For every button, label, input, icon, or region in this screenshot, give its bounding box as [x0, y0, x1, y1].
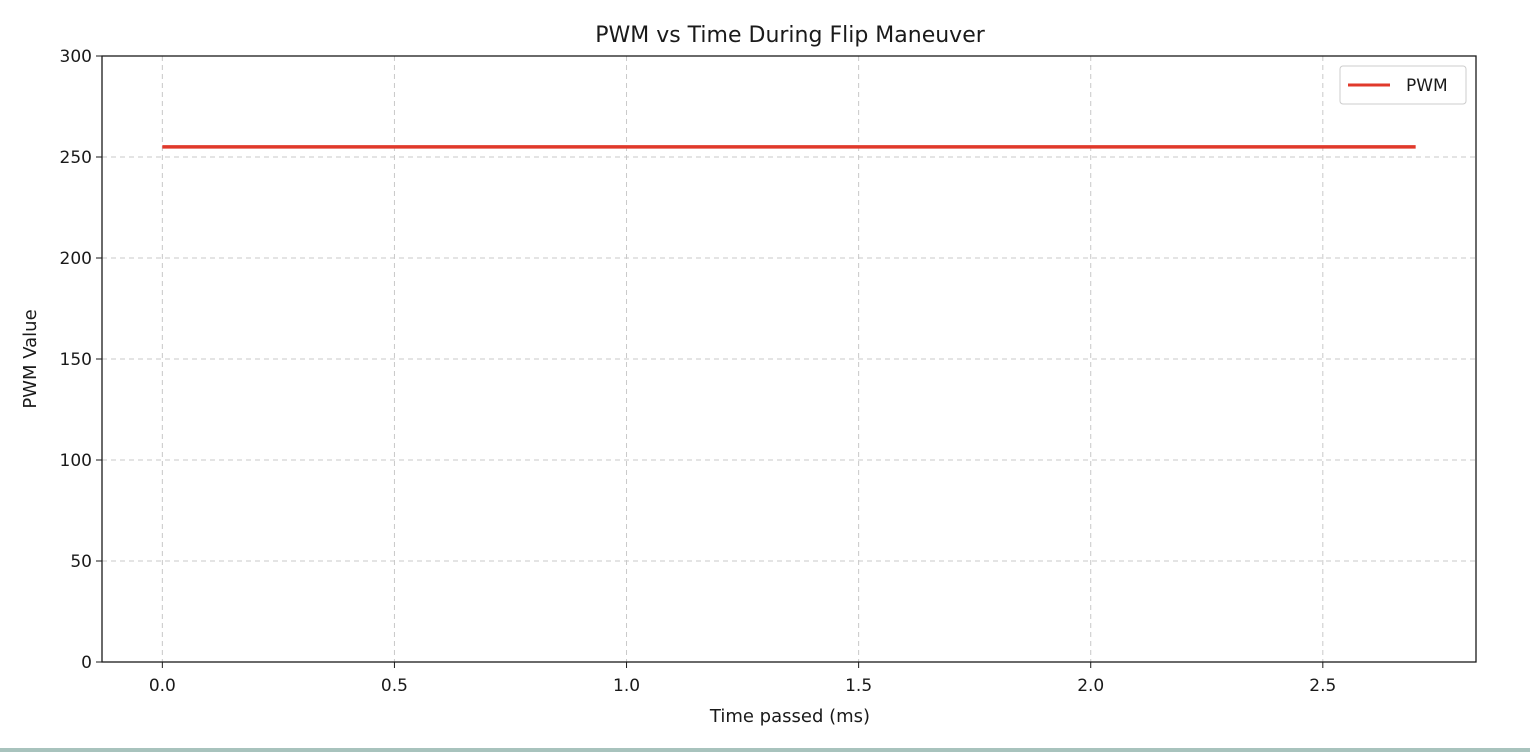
window-bottom-border — [0, 748, 1530, 752]
y-tick-label: 0 — [81, 653, 92, 673]
x-tick-label: 1.0 — [613, 676, 640, 696]
x-tick-label: 1.5 — [845, 676, 872, 696]
y-tick-label: 250 — [60, 148, 92, 168]
y-axis-label: PWM Value — [20, 309, 41, 408]
legend: PWM — [1339, 65, 1467, 105]
x-tick-label: 0.5 — [381, 676, 408, 696]
x-ticks: 0.0 0.5 1.0 1.5 2.0 2.5 — [149, 662, 1336, 696]
y-tick-label: 200 — [60, 249, 92, 269]
y-tick-label: 50 — [70, 552, 92, 572]
chart-title: PWM vs Time During Flip Maneuver — [595, 23, 986, 48]
legend-label: PWM — [1406, 76, 1448, 96]
y-tick-label: 300 — [60, 47, 92, 67]
x-tick-label: 2.5 — [1309, 676, 1336, 696]
y-tick-label: 150 — [60, 350, 92, 370]
legend-box — [1339, 65, 1467, 105]
plot-area-frame — [101, 55, 1477, 663]
x-tick-label: 2.0 — [1077, 676, 1104, 696]
y-tick-label: 100 — [60, 451, 92, 471]
x-axis-label: Time passed (ms) — [709, 706, 870, 727]
y-ticks: 0 50 100 150 200 250 300 — [60, 47, 102, 673]
x-tick-label: 0.0 — [149, 676, 176, 696]
